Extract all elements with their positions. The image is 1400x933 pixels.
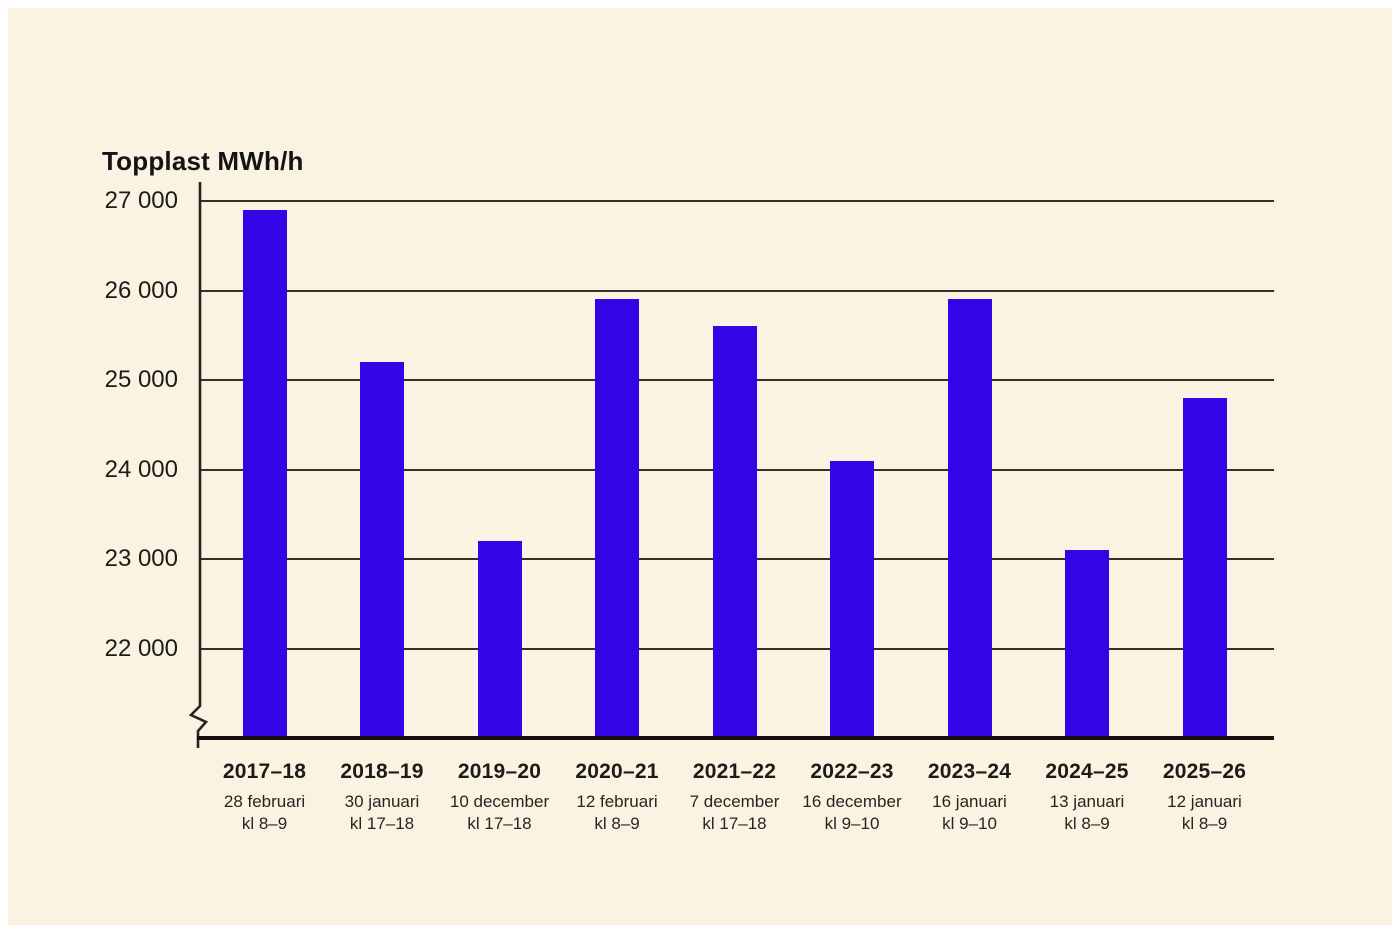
x-tick-hour: kl 17–18 xyxy=(467,814,532,833)
x-axis-baseline xyxy=(197,736,1274,740)
x-tick-date: 16 december xyxy=(802,792,902,811)
x-label-block: 2024–25 13 januari kl 8–9 xyxy=(1002,760,1172,835)
x-tick-year: 2025–26 xyxy=(1162,760,1247,783)
x-tick-hour: kl 17–18 xyxy=(349,814,415,833)
y-axis-line-with-break xyxy=(188,182,209,748)
chart-panel-background xyxy=(8,8,1392,925)
y-tick-label: 24 000 xyxy=(104,455,178,483)
x-tick-year: 2020–21 xyxy=(575,760,659,783)
x-tick-date: 12 februari xyxy=(576,792,658,811)
gridline xyxy=(199,289,1274,292)
x-tick-year: 2024–25 xyxy=(1045,760,1129,783)
y-tick-label: 25 000 xyxy=(104,366,178,393)
x-tick-year: 2018–19 xyxy=(340,760,424,783)
x-tick-hour: kl 8–9 xyxy=(1181,814,1228,833)
gridline xyxy=(199,200,1274,202)
bar-2023–24 xyxy=(947,299,992,737)
bar-2021–22 xyxy=(712,326,757,737)
chart-title: Topplast MWh/h xyxy=(102,146,304,176)
bar-2018–19 xyxy=(360,362,404,737)
x-label-block: 2021–22 7 december kl 17–18 xyxy=(650,760,820,835)
x-label-block: 2023–24 16 januari kl 9–10 xyxy=(885,760,1055,835)
x-tick-date: 13 januari xyxy=(1049,792,1125,811)
x-tick-year: 2017–18 xyxy=(222,760,307,783)
bar-2025–26 xyxy=(1182,397,1227,737)
x-label-block: 2020–21 12 februari kl 8–9 xyxy=(532,760,702,835)
bar-2019–20 xyxy=(477,541,522,737)
x-tick-hour: kl 9–10 xyxy=(824,814,880,833)
x-tick-date: 16 januari xyxy=(932,792,1007,811)
x-tick-date: 30 januari xyxy=(344,792,420,811)
bar-2024–25 xyxy=(1065,550,1109,737)
y-tick-label: 23 000 xyxy=(104,545,178,572)
x-label-block: 2022–23 16 december kl 9–10 xyxy=(767,760,937,835)
y-tick-label: 27 000 xyxy=(104,187,178,214)
y-tick-label: 26 000 xyxy=(104,276,178,304)
x-tick-date: 7 december xyxy=(689,792,780,811)
x-tick-year: 2021–22 xyxy=(692,760,777,783)
x-tick-hour: kl 9–10 xyxy=(942,814,997,833)
x-tick-hour: kl 17–18 xyxy=(702,814,767,833)
x-tick-hour: kl 8–9 xyxy=(241,814,288,833)
x-label-block: 2025–26 12 januari kl 8–9 xyxy=(1120,760,1290,835)
x-tick-hour: kl 8–9 xyxy=(1064,814,1110,833)
y-tick-label: 22 000 xyxy=(104,634,178,662)
x-label-block: 2019–20 10 december kl 17–18 xyxy=(415,760,585,835)
bar-2017–18 xyxy=(242,209,287,737)
bar-2022–23 xyxy=(830,460,874,737)
x-tick-date: 12 januari xyxy=(1167,792,1242,811)
x-tick-date: 10 december xyxy=(449,792,550,811)
x-tick-date: 28 februari xyxy=(223,792,306,811)
x-tick-year: 2023–24 xyxy=(927,760,1012,783)
bar-2020–21 xyxy=(595,299,639,737)
x-label-block: 2018–19 30 januari kl 17–18 xyxy=(297,760,467,835)
x-tick-hour: kl 8–9 xyxy=(594,814,640,833)
x-tick-year: 2022–23 xyxy=(810,760,894,783)
x-tick-year: 2019–20 xyxy=(457,760,542,783)
x-label-block: 2017–18 28 februari kl 8–9 xyxy=(180,760,350,835)
